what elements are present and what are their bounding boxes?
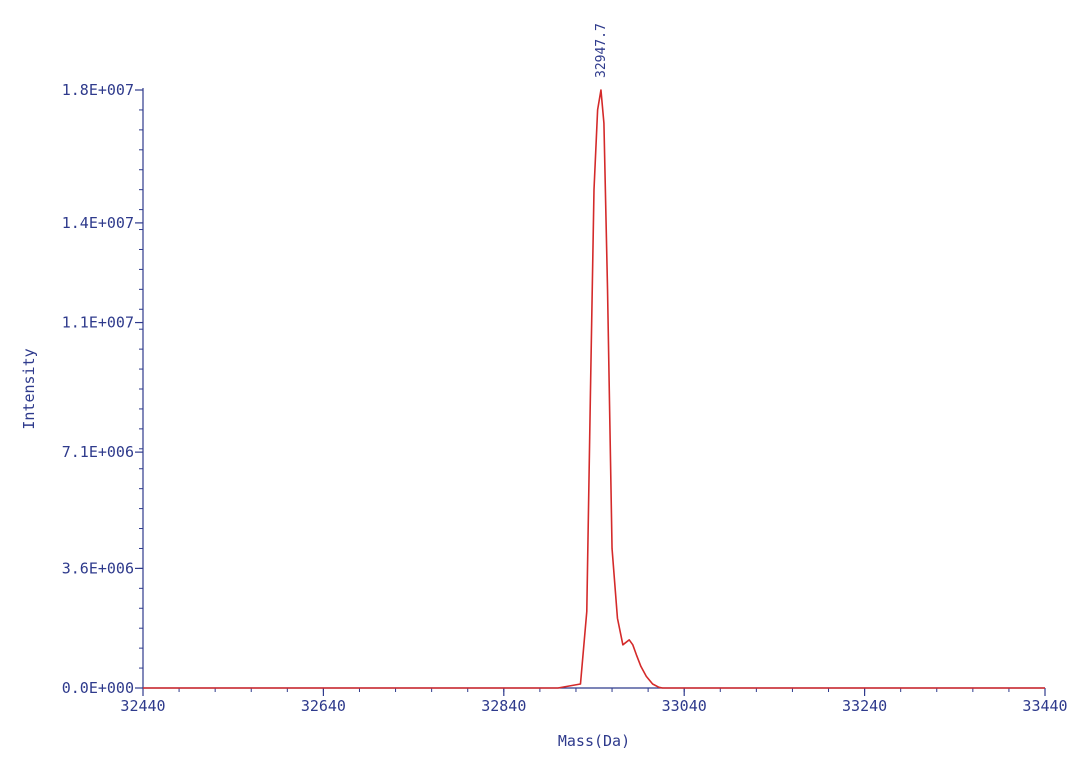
x-tick-label: 32440: [120, 697, 165, 715]
y-tick-label: 7.1E+006: [62, 443, 134, 461]
y-tick-label: 0.0E+000: [62, 679, 134, 697]
x-axis-title: Mass(Da): [558, 732, 630, 750]
y-tick-label: 1.1E+007: [62, 314, 134, 332]
y-tick-label: 3.6E+006: [62, 559, 134, 577]
spectrum-series-line: [143, 89, 1045, 689]
y-tick-label: 1.4E+007: [62, 214, 134, 232]
x-tick-label: 33440: [1022, 697, 1067, 715]
peak-label: 32947.7: [594, 23, 609, 78]
x-tick-label: 32640: [301, 697, 346, 715]
y-tick-label: 1.8E+007: [62, 81, 134, 99]
x-tick-label: 33040: [662, 697, 707, 715]
x-tick-label: 32840: [481, 697, 526, 715]
x-tick-label: 33240: [842, 697, 887, 715]
y-axis-title: Intensity: [20, 348, 38, 429]
